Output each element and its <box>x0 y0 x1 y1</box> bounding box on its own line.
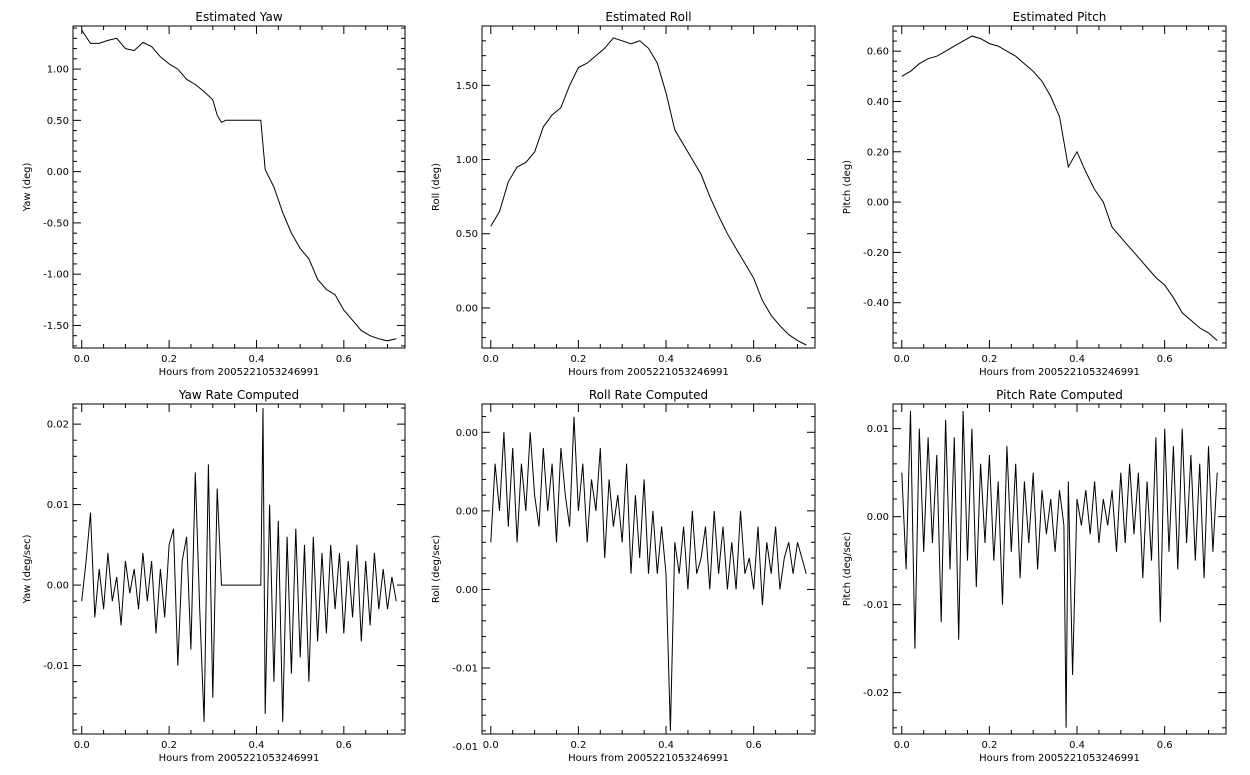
plot-frame <box>481 25 816 349</box>
y-tick-label: -1.50 <box>43 321 69 332</box>
x-tick-label: 0.0 <box>483 740 499 751</box>
x-tick-label: 0.4 <box>249 740 265 751</box>
series-line <box>490 416 807 731</box>
panel-pitch-rate: Pitch Rate Computed Hours from 200522105… <box>842 388 1227 764</box>
y-tick-label: -0.01 <box>43 661 69 672</box>
ylabel-estimated-yaw: Yaw (deg) <box>22 162 33 212</box>
x-tick-label: 0.4 <box>658 354 674 365</box>
x-tick-label: 0.2 <box>570 354 586 365</box>
title-pitch-rate: Pitch Rate Computed <box>996 388 1123 402</box>
ylabel-estimated-pitch: Pitch (deg) <box>842 160 853 214</box>
y-tick-label: 0.01 <box>47 500 69 511</box>
x-tick-label: 0.2 <box>161 740 177 751</box>
y-tick-label: 0.40 <box>867 97 889 108</box>
x-tick-label: 0.6 <box>336 740 352 751</box>
y-tick-label: -0.02 <box>863 688 889 699</box>
y-tick-label: 0.02 <box>47 420 69 431</box>
x-tick-label: 0.2 <box>161 354 177 365</box>
y-tick-label: 0.00 <box>47 167 69 178</box>
series-line <box>901 410 1218 728</box>
x-tick-label: 0.6 <box>1157 354 1173 365</box>
title-estimated-yaw: Estimated Yaw <box>195 10 282 24</box>
y-tick-label: -0.01 <box>863 600 889 611</box>
ylabel-pitch-rate: Pitch (deg/sec) <box>842 532 853 607</box>
y-tick-label: 0.00 <box>867 512 889 523</box>
ylabel-yaw-rate: Yaw (deg/sec) <box>22 534 33 604</box>
panel-estimated-roll: Estimated Roll Hours from 20052210532469… <box>431 10 816 378</box>
y-tick-label: 0.50 <box>456 229 478 240</box>
x-tick-label: 0.0 <box>74 354 90 365</box>
x-tick-label: 0.4 <box>1069 354 1085 365</box>
xlabel-estimated-pitch: Hours from 2005221053246991 <box>979 367 1140 378</box>
x-tick-label: 0.6 <box>746 740 762 751</box>
y-tick-label: 0.00 <box>456 428 478 439</box>
xlabel-yaw-rate: Hours from 2005221053246991 <box>159 753 320 764</box>
panel-roll-rate: Roll Rate Computed Hours from 2005221053… <box>431 388 816 764</box>
x-tick-label: 0.0 <box>74 740 90 751</box>
x-tick-label: 0.4 <box>1069 740 1085 751</box>
y-tick-label: -0.40 <box>863 298 889 309</box>
y-tick-label: 0.00 <box>456 585 478 596</box>
x-tick-label: 0.0 <box>483 354 499 365</box>
y-tick-label: 0.50 <box>47 116 69 127</box>
series-line <box>490 37 807 346</box>
series-line <box>901 35 1218 341</box>
panel-yaw-rate: Yaw Rate Computed Hours from 20052210532… <box>22 388 406 764</box>
title-estimated-roll: Estimated Roll <box>605 10 691 24</box>
y-tick-label: 1.00 <box>47 65 69 76</box>
xlabel-estimated-roll: Hours from 2005221053246991 <box>568 367 729 378</box>
y-tick-label: 0.00 <box>456 506 478 517</box>
x-tick-label: 0.6 <box>1157 740 1173 751</box>
y-tick-label: 0.01 <box>867 424 889 435</box>
x-tick-label: 0.6 <box>336 354 352 365</box>
panel-estimated-pitch: Estimated Pitch Hours from 2005221053246… <box>842 10 1227 378</box>
y-tick-label: 0.00 <box>867 198 889 209</box>
plot-frame <box>72 25 406 349</box>
series-line <box>81 29 397 342</box>
y-tick-label: 1.00 <box>456 155 478 166</box>
title-yaw-rate: Yaw Rate Computed <box>178 388 299 402</box>
y-tick-label: -0.50 <box>43 218 69 229</box>
y-tick-label: 0.60 <box>867 47 889 58</box>
y-tick-label: 0.20 <box>867 147 889 158</box>
xlabel-estimated-yaw: Hours from 2005221053246991 <box>159 367 320 378</box>
x-tick-label: 0.4 <box>249 354 265 365</box>
y-tick-label: 0.00 <box>456 303 478 314</box>
y-tick-label: -0.01 <box>452 742 478 753</box>
x-tick-label: 0.0 <box>894 740 910 751</box>
plot-frame <box>481 403 816 735</box>
y-tick-label: 0.00 <box>47 581 69 592</box>
y-tick-label: -1.00 <box>43 270 69 281</box>
x-tick-label: 0.4 <box>658 740 674 751</box>
x-tick-label: 0.6 <box>746 354 762 365</box>
xlabel-pitch-rate: Hours from 2005221053246991 <box>979 753 1140 764</box>
title-estimated-pitch: Estimated Pitch <box>1013 10 1107 24</box>
x-tick-label: 0.2 <box>981 740 997 751</box>
x-tick-label: 0.0 <box>894 354 910 365</box>
y-tick-label: -0.20 <box>863 248 889 259</box>
x-tick-label: 0.2 <box>981 354 997 365</box>
xlabel-roll-rate: Hours from 2005221053246991 <box>568 753 729 764</box>
ylabel-roll-rate: Roll (deg/sec) <box>431 535 442 603</box>
panel-estimated-yaw: Estimated Yaw Hours from 200522105324699… <box>22 10 406 378</box>
x-tick-label: 0.2 <box>570 740 586 751</box>
plot-frame <box>892 403 1227 735</box>
y-tick-label: 1.50 <box>456 81 478 92</box>
y-tick-label: -0.01 <box>452 664 478 675</box>
plot-frame <box>892 25 1227 349</box>
title-roll-rate: Roll Rate Computed <box>589 388 708 402</box>
series-line <box>81 407 397 722</box>
ylabel-estimated-roll: Roll (deg) <box>431 163 442 211</box>
